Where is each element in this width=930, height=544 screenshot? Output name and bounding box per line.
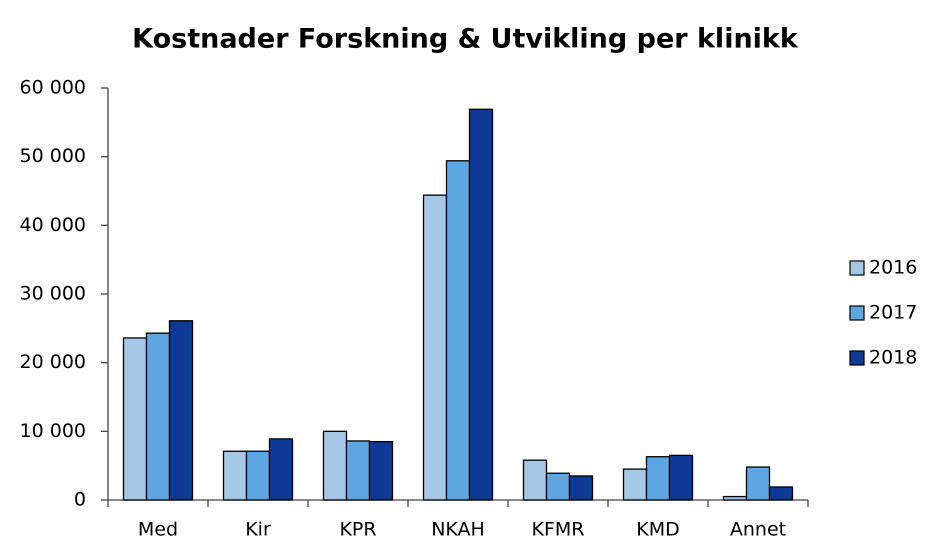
- legend-label: 2016: [869, 257, 917, 279]
- x-tick-label: NKAH: [431, 519, 485, 541]
- bar: [445, 160, 471, 501]
- bar: [622, 468, 648, 501]
- bar: [668, 454, 694, 501]
- y-tick-label: 20 000: [20, 351, 86, 373]
- bar: [222, 450, 248, 501]
- y-tick-label: 40 000: [20, 214, 86, 236]
- legend-swatch: [849, 305, 865, 321]
- legend-swatch: [849, 260, 865, 276]
- bar: [122, 337, 148, 501]
- chart-title: Kostnader Forskning & Utvikling per klin…: [132, 24, 799, 55]
- bar: [268, 438, 294, 501]
- bar: [722, 495, 748, 501]
- bar: [145, 332, 171, 501]
- x-tick-label: KFMR: [532, 519, 585, 541]
- bar: [468, 108, 494, 501]
- y-tick-label: 0: [74, 489, 86, 511]
- bar: [168, 320, 194, 501]
- bar: [768, 486, 794, 501]
- bar: [745, 466, 771, 501]
- bar: [345, 440, 371, 501]
- bar: [368, 440, 394, 501]
- y-tick-label: 60 000: [20, 77, 86, 99]
- bar: [568, 475, 594, 501]
- bar: [645, 456, 671, 501]
- x-tick-label: KMD: [636, 519, 679, 541]
- bar: [322, 430, 348, 501]
- legend-label: 2017: [869, 302, 917, 324]
- x-tick-label: KPR: [339, 519, 376, 541]
- bar: [545, 472, 571, 501]
- x-tick-label: Kir: [245, 519, 271, 541]
- bar: [245, 450, 271, 501]
- x-tick-label: Med: [138, 519, 178, 541]
- legend-swatch: [849, 350, 865, 366]
- legend-label: 2018: [869, 347, 917, 369]
- y-tick-label: 30 000: [20, 283, 86, 305]
- bar: [522, 459, 548, 501]
- x-tick-label: Annet: [730, 519, 786, 541]
- y-tick-label: 50 000: [20, 145, 86, 167]
- bar: [422, 194, 448, 501]
- y-tick-label: 10 000: [20, 420, 86, 442]
